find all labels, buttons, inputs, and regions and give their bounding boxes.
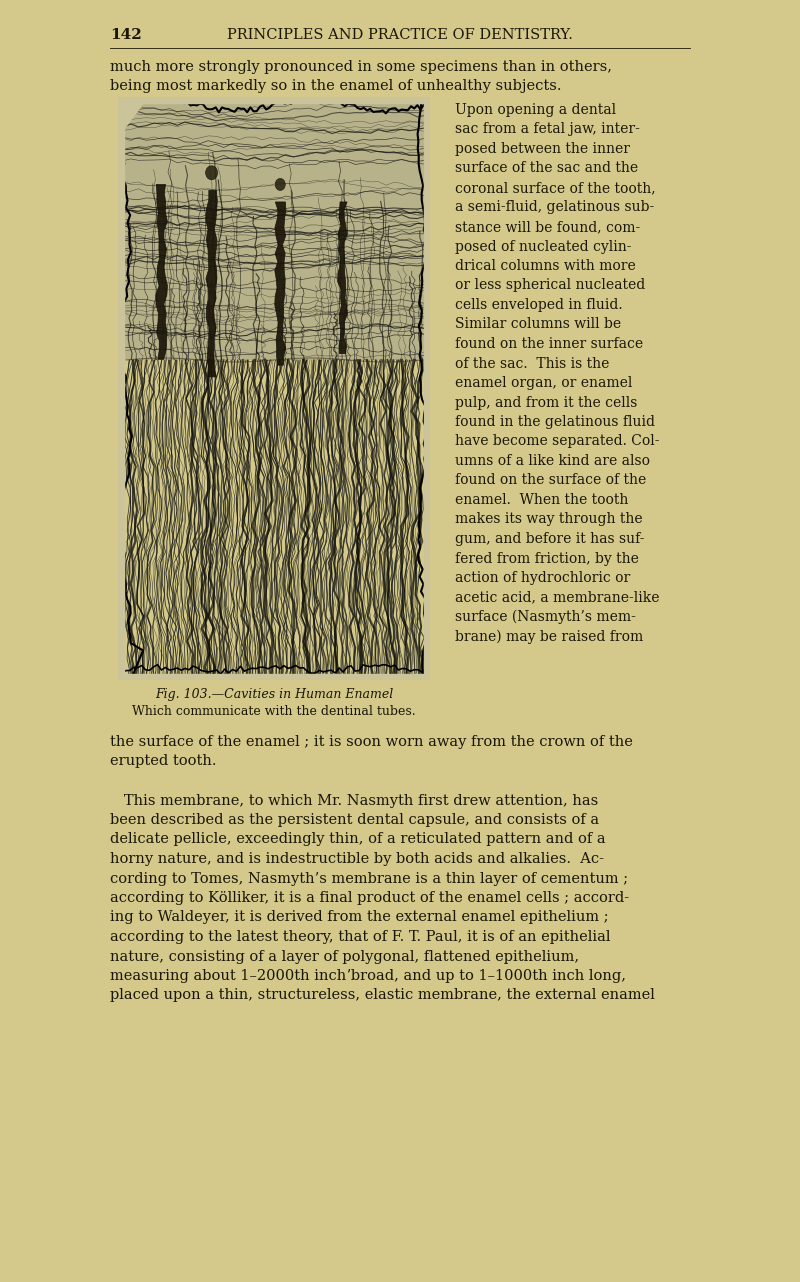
Text: surface of the sac and the: surface of the sac and the xyxy=(455,162,638,176)
Text: Similar columns will be: Similar columns will be xyxy=(455,318,621,332)
Text: horny nature, and is indestructible by both acids and alkalies.  Ac-: horny nature, and is indestructible by b… xyxy=(110,853,604,867)
Text: This membrane, to which Mr. Nasmyth first drew attention, has: This membrane, to which Mr. Nasmyth firs… xyxy=(110,794,598,808)
Text: posed of nucleated cylin-: posed of nucleated cylin- xyxy=(455,240,631,254)
Text: drical columns with more: drical columns with more xyxy=(455,259,636,273)
Text: of the sac.  This is the: of the sac. This is the xyxy=(455,356,610,370)
Text: ing to Waldeyer, it is derived from the external enamel epithelium ;: ing to Waldeyer, it is derived from the … xyxy=(110,910,609,924)
Text: enamel organ, or enamel: enamel organ, or enamel xyxy=(455,376,632,390)
Text: brane) may be raised from: brane) may be raised from xyxy=(455,629,643,644)
Text: placed upon a thin, structureless, elastic membrane, the external enamel: placed upon a thin, structureless, elast… xyxy=(110,988,655,1003)
Polygon shape xyxy=(424,97,430,679)
Text: found on the surface of the: found on the surface of the xyxy=(455,473,646,487)
Text: Which communicate with the dentinal tubes.: Which communicate with the dentinal tube… xyxy=(132,705,416,718)
Polygon shape xyxy=(156,185,167,359)
Text: Upon opening a dental: Upon opening a dental xyxy=(455,103,616,117)
Ellipse shape xyxy=(275,178,286,191)
Text: being most markedly so in the enamel of unhealthy subjects.: being most markedly so in the enamel of … xyxy=(110,79,562,94)
Bar xyxy=(118,97,430,360)
Polygon shape xyxy=(274,203,286,365)
Text: much more strongly pronounced in some specimens than in others,: much more strongly pronounced in some sp… xyxy=(110,60,612,74)
Text: delicate pellicle, exceedingly thin, of a reticulated pattern and of a: delicate pellicle, exceedingly thin, of … xyxy=(110,832,606,846)
Text: umns of a like kind are also: umns of a like kind are also xyxy=(455,454,650,468)
Text: found in the gelatinous fluid: found in the gelatinous fluid xyxy=(455,415,655,429)
Text: cells enveloped in fluid.: cells enveloped in fluid. xyxy=(455,297,622,312)
Text: sac from a fetal jaw, inter-: sac from a fetal jaw, inter- xyxy=(455,123,640,136)
Text: stance will be found, com-: stance will be found, com- xyxy=(455,221,640,235)
Text: action of hydrochloric or: action of hydrochloric or xyxy=(455,570,630,585)
Text: fered from friction, by the: fered from friction, by the xyxy=(455,551,639,565)
Text: posed between the inner: posed between the inner xyxy=(455,142,630,156)
Text: the surface of the enamel ; it is soon worn away from the crown of the: the surface of the enamel ; it is soon w… xyxy=(110,735,633,749)
Text: surface (Nasmyth’s mem-: surface (Nasmyth’s mem- xyxy=(455,610,636,624)
Text: erupted tooth.: erupted tooth. xyxy=(110,755,217,768)
Text: makes its way through the: makes its way through the xyxy=(455,513,642,527)
Text: 142: 142 xyxy=(110,28,142,42)
Polygon shape xyxy=(118,97,430,103)
Text: a semi-fluid, gelatinous sub-: a semi-fluid, gelatinous sub- xyxy=(455,200,654,214)
Ellipse shape xyxy=(206,165,218,179)
Text: found on the inner surface: found on the inner surface xyxy=(455,337,643,351)
Text: pulp, and from it the cells: pulp, and from it the cells xyxy=(455,396,638,409)
Text: Fig. 103.—Cavities in Human Enamel: Fig. 103.—Cavities in Human Enamel xyxy=(155,688,393,701)
Text: have become separated. Col-: have become separated. Col- xyxy=(455,435,659,449)
Polygon shape xyxy=(118,674,430,679)
Text: gum, and before it has suf-: gum, and before it has suf- xyxy=(455,532,645,546)
Text: or less spherical nucleated: or less spherical nucleated xyxy=(455,278,646,292)
Polygon shape xyxy=(206,190,218,377)
Text: enamel.  When the tooth: enamel. When the tooth xyxy=(455,494,628,506)
Polygon shape xyxy=(118,97,124,679)
Text: been described as the persistent dental capsule, and consists of a: been described as the persistent dental … xyxy=(110,813,599,827)
Text: according to Kölliker, it is a final product of the enamel cells ; accord-: according to Kölliker, it is a final pro… xyxy=(110,891,629,905)
Polygon shape xyxy=(338,203,348,354)
Text: PRINCIPLES AND PRACTICE OF DENTISTRY.: PRINCIPLES AND PRACTICE OF DENTISTRY. xyxy=(227,28,573,42)
Text: nature, consisting of a layer of polygonal, flattened epithelium,: nature, consisting of a layer of polygon… xyxy=(110,950,579,964)
Text: according to the latest theory, that of F. T. Paul, it is of an epithelial: according to the latest theory, that of … xyxy=(110,929,610,944)
Text: measuring about 1–2000th inchʼbroad, and up to 1–1000th inch long,: measuring about 1–2000th inchʼbroad, and… xyxy=(110,969,626,983)
Text: cording to Tomes, Nasmyth’s membrane is a thin layer of cementum ;: cording to Tomes, Nasmyth’s membrane is … xyxy=(110,872,628,886)
Text: coronal surface of the tooth,: coronal surface of the tooth, xyxy=(455,181,656,195)
Text: acetic acid, a membrane-like: acetic acid, a membrane-like xyxy=(455,591,659,605)
Polygon shape xyxy=(118,97,148,137)
